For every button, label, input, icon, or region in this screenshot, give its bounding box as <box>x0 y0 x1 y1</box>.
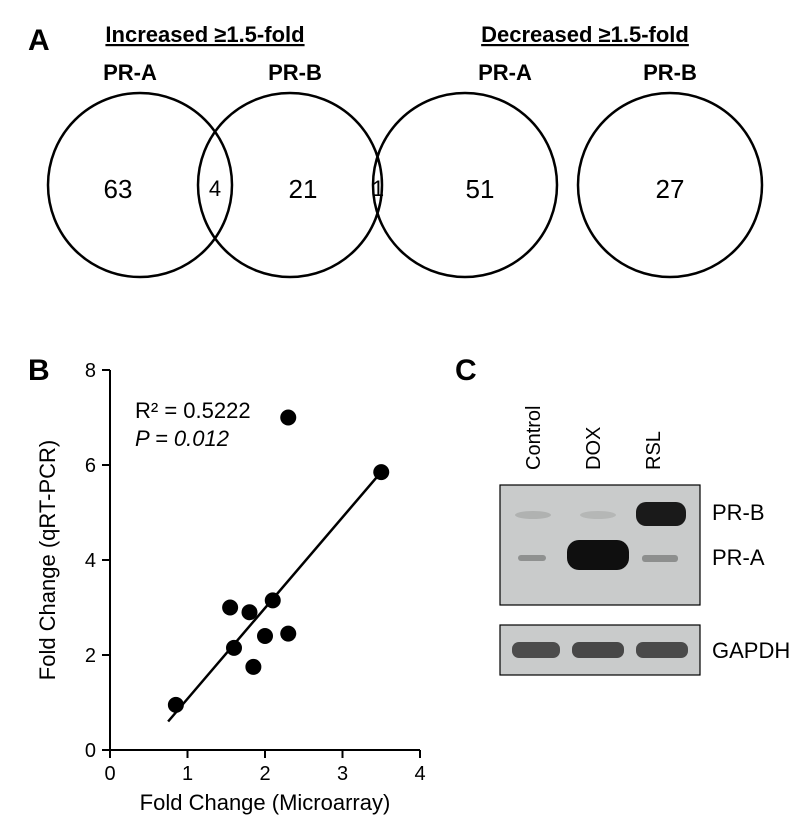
regression-line <box>168 467 385 721</box>
panel-b-r2: R² = 0.5222 <box>135 398 251 423</box>
panel-b-ytick: 8 <box>85 360 96 382</box>
panel-c-gapdh-blot <box>500 625 700 675</box>
panel-b-xtick: 3 <box>337 763 348 785</box>
panel-c-pra-label: PR-A <box>712 545 765 570</box>
panel-c-pr-blot <box>500 485 700 605</box>
panel-b-ylabel: Fold Change (qRT-PCR) <box>35 440 60 680</box>
panel-a-inc-right-label: PR-B <box>268 60 322 85</box>
venn-dec-left-value: 51 <box>466 174 495 204</box>
panel-b-ytick: 6 <box>85 455 96 477</box>
scatter-point <box>226 640 242 656</box>
venn-inc-left-circle <box>48 93 232 277</box>
panel-c-lane-1: DOX <box>583 427 605 470</box>
venn-inc-left-value: 63 <box>104 174 133 204</box>
venn-mid-overlap-value: 1 <box>372 176 384 201</box>
venn-inc-overlap-value: 4 <box>209 176 221 201</box>
panel-b-xtick: 2 <box>259 763 270 785</box>
panel-c-lane-2: RSL <box>643 431 665 470</box>
panel-b-ytick: 2 <box>85 645 96 667</box>
panel-c-prb-label: PR-B <box>712 500 765 525</box>
venn-inc-right-value: 21 <box>289 174 318 204</box>
panel-b-letter: B <box>28 354 50 387</box>
panel-a-inc-left-label: PR-A <box>103 60 157 85</box>
scatter-point <box>257 628 273 644</box>
panel-a-increased-title: Increased ≥1.5-fold <box>105 22 304 47</box>
panel-a-dec-right-label: PR-B <box>643 60 697 85</box>
panel-b-ytick: 4 <box>85 550 96 572</box>
figure-svg: A Increased ≥1.5-fold Decreased ≥1.5-fol… <box>0 0 800 840</box>
panel-c-lane-0: Control <box>523 406 545 470</box>
panel-a-decreased-title: Decreased ≥1.5-fold <box>481 22 689 47</box>
panel-c-letter: C <box>455 354 477 387</box>
panel-a-dec-left-label: PR-A <box>478 60 532 85</box>
scatter-point <box>280 626 296 642</box>
panel-b-ytick: 0 <box>85 740 96 762</box>
scatter-point <box>222 600 238 616</box>
panel-a-letter: A <box>28 24 50 57</box>
panel-b-xtick: 0 <box>104 763 115 785</box>
panel-b-xlabel: Fold Change (Microarray) <box>140 790 391 815</box>
panel-b-xtick: 1 <box>182 763 193 785</box>
panel-b-pvalue: P = 0.012 <box>135 426 229 451</box>
scatter-point <box>280 410 296 426</box>
venn-dec-right-value: 27 <box>656 174 685 204</box>
panel-c-gapdh-label: GAPDH <box>712 638 790 663</box>
scatter-point <box>245 659 261 675</box>
panel-b-scatter: 0 1 2 3 4 0 2 4 6 8 R² = 0.5222 P = 0.012 Fold C… <box>35 360 426 815</box>
panel-b-xtick: 4 <box>414 763 425 785</box>
